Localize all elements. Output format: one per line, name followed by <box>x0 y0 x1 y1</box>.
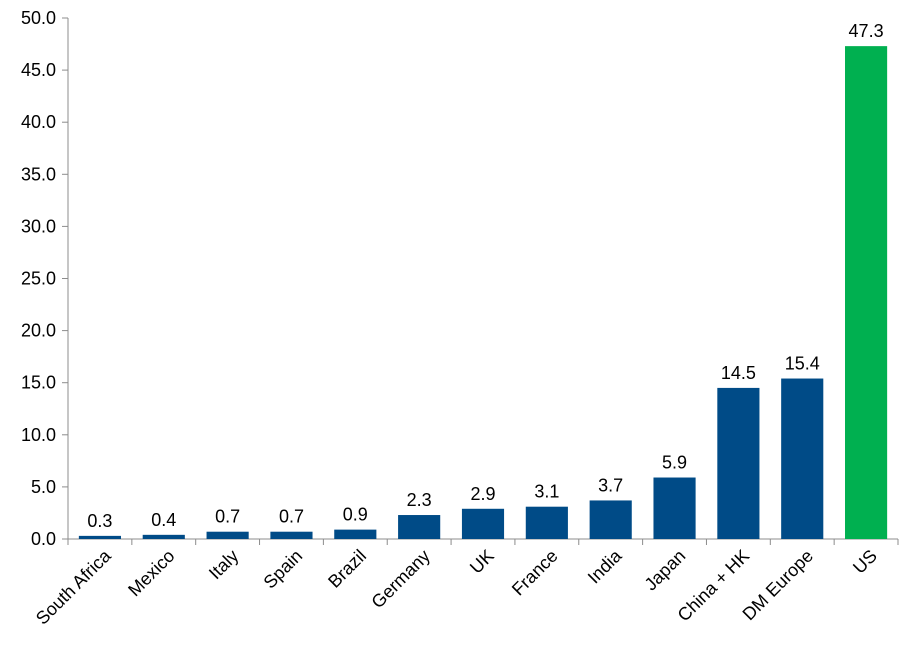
category-label: Brazil <box>324 546 370 592</box>
category-label: Japan <box>641 546 690 595</box>
y-axis: 0.0 5.0 10.0 15.0 20.0 25.0 30.0 35.0 40.0 45.0 50… <box>21 8 69 549</box>
bar <box>270 531 313 539</box>
data-label: 0.7 <box>279 507 304 527</box>
category-label: France <box>508 546 562 600</box>
data-label: 0.4 <box>151 510 176 530</box>
y-tick-label: 50.0 <box>21 8 56 28</box>
y-tick-label: 20.0 <box>21 321 56 341</box>
bar <box>589 500 632 539</box>
y-tick-label: 5.0 <box>31 477 56 497</box>
category-label: Germany <box>367 546 433 612</box>
x-axis <box>67 538 899 545</box>
category-label: US <box>849 546 881 578</box>
bars <box>78 46 888 539</box>
bar <box>717 387 760 539</box>
data-label: 15.4 <box>785 354 820 374</box>
y-tick-label: 45.0 <box>21 60 56 80</box>
bar <box>461 508 505 539</box>
data-label: 0.7 <box>215 507 240 527</box>
bar <box>206 531 249 539</box>
category-label: UK <box>466 546 498 578</box>
data-label: 3.1 <box>534 482 559 502</box>
data-label: 3.7 <box>598 475 623 495</box>
data-label: 0.3 <box>87 511 112 531</box>
category-label: Spain <box>260 546 307 593</box>
y-tick-label: 35.0 <box>21 164 56 184</box>
category-label: Italy <box>205 546 242 583</box>
data-label: 0.9 <box>343 505 368 525</box>
y-tick-label: 25.0 <box>21 269 56 289</box>
bar <box>334 529 377 539</box>
data-label: 2.9 <box>470 484 495 504</box>
bar <box>653 477 696 539</box>
bar <box>398 515 441 539</box>
category-label: South Africa <box>32 545 115 628</box>
category-label: India <box>584 545 626 587</box>
data-label: 2.3 <box>407 490 432 510</box>
bar <box>525 506 568 539</box>
y-tick-label: 30.0 <box>21 216 56 236</box>
y-tick-label: 15.0 <box>21 373 56 393</box>
data-label: 5.9 <box>662 453 687 473</box>
data-labels: 0.3 0.4 0.7 0.7 0.9 2.3 2.9 3.1 3.7 5.9 14.5 15.4 47… <box>87 21 883 531</box>
bar <box>78 535 121 539</box>
bar <box>142 534 185 539</box>
category-label: Mexico <box>124 546 178 600</box>
y-tick-label: 40.0 <box>21 112 56 132</box>
bar <box>845 46 888 539</box>
bar <box>781 378 824 539</box>
data-label: 47.3 <box>849 21 884 41</box>
y-tick-label: 0.0 <box>31 529 56 549</box>
y-tick-label: 10.0 <box>21 425 56 445</box>
data-label: 14.5 <box>721 363 756 383</box>
category-labels: South Africa Mexico Italy Spain BrazilGerman… <box>32 545 881 628</box>
